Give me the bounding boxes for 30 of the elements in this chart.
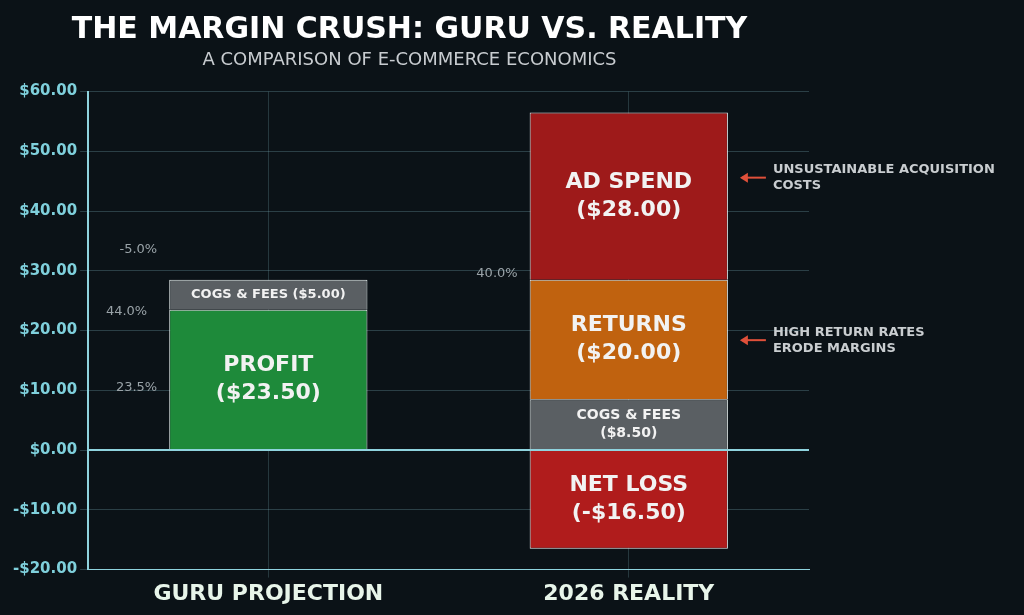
y-tick-label: $60.00: [19, 81, 78, 100]
y-tick-label: $20.00: [19, 320, 78, 339]
y-tick-label: $30.00: [19, 260, 78, 279]
text: COGS & FEES ($5.00): [191, 286, 346, 302]
annotation: HIGH RETURN RATES ERODE MARGINS: [772, 323, 925, 355]
y-tick-label: $50.00: [19, 141, 78, 160]
annotation: UNSUSTAINABLE ACQUISITION COSTS: [772, 161, 995, 193]
data-label: ($23.50): [215, 379, 321, 405]
chart-title: THE MARGIN CRUSH: GURU VS. REALITY: [71, 9, 749, 45]
y-tick-label: $40.00: [19, 200, 78, 219]
series-label: AD SPEND: [565, 167, 693, 193]
series-label: PROFIT: [223, 351, 314, 377]
y-tick-label: -$20.00: [13, 559, 78, 578]
y-tick-label: $0.00: [29, 439, 78, 458]
x-tick-label: GURU PROJECTION: [153, 579, 384, 605]
data-label: (-$16.50): [571, 499, 686, 525]
series-label: COGS & FEES: [576, 406, 682, 423]
y-tick-label: $10.00: [19, 380, 78, 399]
series-label: NET LOSS: [569, 471, 689, 497]
annotation: -5.0%: [119, 240, 158, 256]
chart-subtitle: A COMPARISON OF E-COMMERCE ECONOMICS: [202, 48, 617, 70]
data-label: ($28.00): [576, 195, 682, 221]
annotation: 44.0%: [105, 302, 148, 318]
series-label: RETURNS: [570, 311, 687, 337]
x-tick-label: 2026 REALITY: [543, 579, 716, 605]
data-label: ($20.00): [576, 339, 682, 365]
annotation: 40.0%: [476, 264, 518, 280]
y-tick-label: -$10.00: [13, 499, 78, 518]
data-label: ($8.50): [600, 424, 658, 441]
annotation: 23.5%: [115, 379, 158, 395]
